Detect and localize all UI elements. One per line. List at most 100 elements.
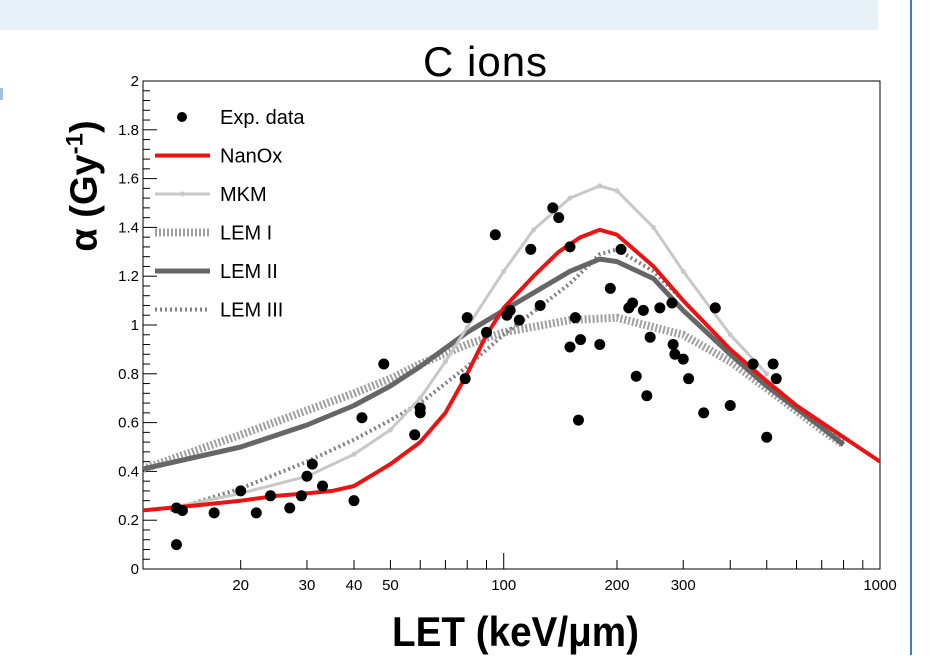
series-point-mkm <box>567 195 573 201</box>
exp-data-point <box>767 358 779 370</box>
exp-data-point <box>504 304 516 316</box>
frame-border <box>910 0 912 655</box>
exp-data-point <box>641 390 653 402</box>
header-band <box>0 0 878 30</box>
exp-data-point <box>170 539 182 551</box>
exp-data-point <box>525 243 537 255</box>
x-tick-label: 100 <box>491 577 516 594</box>
exp-data-point <box>317 480 329 492</box>
exp-data-point <box>356 412 368 424</box>
series-point-mkm <box>727 332 733 338</box>
series-point-mkm <box>464 324 470 330</box>
legend-label-nanox: NanOx <box>220 146 282 168</box>
exp-data-point <box>409 429 421 441</box>
series-point-mkm <box>501 268 507 274</box>
exp-data-point <box>264 490 276 502</box>
exp-data-point <box>709 302 721 314</box>
axes: 0 0.2 0.4 0.6 0.8 1 1.2 1.4 1.6 1.8 2 20 30 40 50 100 20… <box>118 73 897 594</box>
exp-data-point <box>630 370 642 382</box>
x-tick-label: 300 <box>671 577 696 594</box>
series-line-lem-ii <box>143 256 846 472</box>
x-tick-label: 200 <box>604 577 629 594</box>
series-line-lem-i <box>143 313 846 473</box>
series-line-lem-iii <box>169 247 845 513</box>
x-tick-label: 40 <box>346 577 363 594</box>
y-tick-label: 1.8 <box>118 122 139 139</box>
legend-marker-exp-data <box>177 112 187 122</box>
series-point-mkm <box>417 395 423 401</box>
exp-data-point <box>208 507 220 519</box>
exp-data-point <box>724 400 736 412</box>
exp-data-point <box>547 202 559 214</box>
exp-data-point <box>747 358 759 370</box>
edge-mark <box>0 88 3 100</box>
exp-data-point <box>414 402 426 414</box>
exp-data-point <box>569 312 581 324</box>
x-tick-label: 1000 <box>863 577 896 594</box>
exp-data-point <box>683 373 695 385</box>
legend: Exp. data NanOx MKM LEM I LEM II LEM III <box>155 107 305 322</box>
legend-swatch-marker-mkm <box>180 191 185 197</box>
exp-data-point <box>295 490 307 502</box>
exp-data-point <box>669 348 681 360</box>
exp-data-point <box>489 229 501 241</box>
exp-data-point <box>534 299 546 311</box>
series-point-mkm <box>614 188 620 194</box>
legend-label-mkm: MKM <box>220 184 267 206</box>
exp-data-point <box>604 282 616 294</box>
exp-data-point <box>770 373 782 385</box>
exp-data-point <box>761 431 773 443</box>
exp-data-point <box>572 414 584 426</box>
x-tick-label: 30 <box>299 577 316 594</box>
exp-data-point <box>627 297 639 309</box>
exp-data-point <box>378 358 390 370</box>
exp-data-point <box>654 302 666 314</box>
exp-data-point <box>461 312 473 324</box>
series-point-mkm <box>351 451 357 457</box>
exp-data-point <box>301 470 313 482</box>
exp-data-point <box>235 485 247 497</box>
series-point-mkm <box>680 268 686 274</box>
series-point-mkm <box>387 427 393 433</box>
y-tick-label: 0.4 <box>118 463 139 480</box>
exp-data-point <box>698 407 710 419</box>
legend-label-lem-ii: LEM II <box>220 261 278 283</box>
exp-data-point <box>637 304 649 316</box>
legend-label-lem-i: LEM I <box>220 223 272 245</box>
exp-data-point <box>666 297 678 309</box>
legend-label-exp-data: Exp. data <box>220 107 305 129</box>
data-points <box>170 202 782 551</box>
series-line-nanox <box>143 227 880 513</box>
exp-data-point <box>677 353 689 365</box>
exp-data-point <box>615 243 627 255</box>
x-tick-label: 50 <box>382 577 399 594</box>
exp-data-point <box>250 507 262 519</box>
exp-data-point <box>564 341 576 353</box>
exp-data-point <box>564 241 576 253</box>
y-tick-label: 1.4 <box>118 219 139 236</box>
exp-data-point <box>348 495 360 507</box>
legend-label-lem-iii: LEM III <box>220 300 283 322</box>
exp-data-point <box>667 339 679 351</box>
exp-data-point <box>176 504 188 516</box>
series-point-mkm <box>442 359 448 365</box>
exp-data-point <box>594 339 606 351</box>
exp-data-point <box>306 458 318 470</box>
y-tick-label: 0 <box>131 561 139 578</box>
series-point-mkm <box>531 227 537 233</box>
exp-data-point <box>480 326 492 338</box>
x-tick-label: 20 <box>232 577 249 594</box>
series-point-mkm <box>650 224 656 230</box>
x-axis-title: LET (keV/μm) <box>392 608 639 655</box>
series-point-mkm <box>597 183 603 189</box>
y-tick-label: 0.8 <box>118 366 139 383</box>
y-tick-label: 1.6 <box>118 171 139 188</box>
exp-data-point <box>644 331 656 343</box>
exp-data-point <box>513 314 525 326</box>
y-tick-label: 0.2 <box>118 512 139 529</box>
y-tick-label: 1 <box>131 317 139 334</box>
y-tick-label: 0.6 <box>118 415 139 432</box>
y-tick-label: 1.2 <box>118 268 139 285</box>
series-point-mkm <box>764 371 770 377</box>
